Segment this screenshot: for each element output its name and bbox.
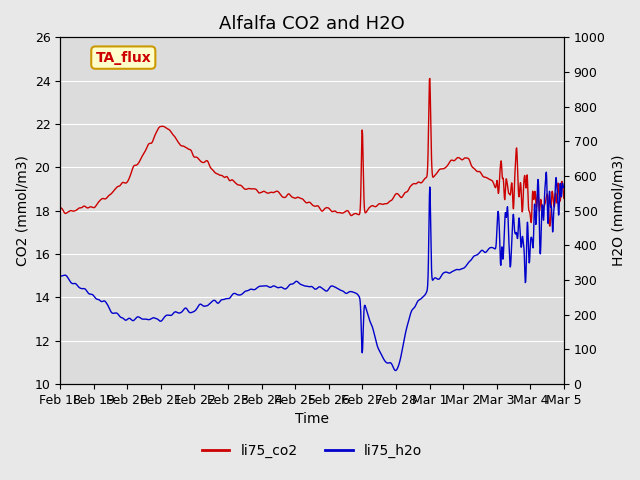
li75_co2 bbox=[168, 131, 176, 137]
Line: li75_co2: li75_co2 bbox=[60, 79, 564, 226]
Y-axis label: H2O (mmol/m3): H2O (mmol/m3) bbox=[611, 155, 625, 266]
Title: Alfalfa CO2 and H2O: Alfalfa CO2 and H2O bbox=[219, 15, 405, 33]
Legend: li75_co2, li75_h2o: li75_co2, li75_h2o bbox=[196, 438, 428, 464]
Text: TA_flux: TA_flux bbox=[95, 50, 151, 65]
li75_h2o bbox=[225, 296, 232, 301]
li75_co2 bbox=[560, 195, 568, 201]
li75_co2 bbox=[500, 194, 508, 200]
li75_h2o bbox=[500, 229, 508, 235]
li75_co2 bbox=[225, 176, 232, 182]
li75_h2o bbox=[156, 318, 164, 324]
li75_co2 bbox=[546, 223, 554, 229]
li75_h2o bbox=[543, 169, 550, 175]
li75_h2o bbox=[56, 274, 64, 279]
li75_co2 bbox=[56, 205, 64, 211]
Y-axis label: CO2 (mmol/m3): CO2 (mmol/m3) bbox=[15, 155, 29, 266]
li75_h2o bbox=[168, 312, 176, 318]
li75_co2 bbox=[426, 76, 434, 82]
li75_h2o bbox=[390, 366, 397, 372]
X-axis label: Time: Time bbox=[295, 412, 329, 426]
li75_co2 bbox=[156, 124, 164, 130]
li75_co2 bbox=[390, 194, 397, 200]
li75_co2 bbox=[456, 156, 464, 161]
Line: li75_h2o: li75_h2o bbox=[60, 172, 564, 371]
li75_h2o bbox=[560, 184, 568, 190]
li75_h2o bbox=[392, 368, 399, 373]
li75_h2o bbox=[456, 267, 464, 273]
